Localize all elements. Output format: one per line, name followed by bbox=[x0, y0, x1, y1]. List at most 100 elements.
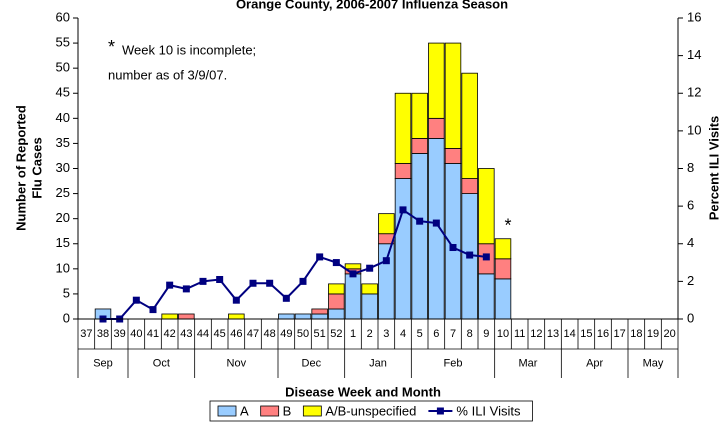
bar-annotation: * bbox=[504, 215, 511, 235]
x-tick-label: 11 bbox=[514, 328, 525, 340]
line-marker bbox=[449, 244, 457, 252]
bar bbox=[494, 258, 512, 280]
bar bbox=[294, 313, 312, 320]
y2-tick-label: 12 bbox=[687, 85, 701, 100]
bar bbox=[361, 283, 378, 295]
bar bbox=[378, 213, 395, 235]
y-tick-label: 35 bbox=[56, 135, 70, 150]
legend-box bbox=[209, 400, 533, 422]
x-tick-label: 5 bbox=[417, 328, 423, 340]
bar bbox=[328, 308, 345, 320]
group-label: Apr bbox=[586, 357, 603, 369]
x-axis-label: Disease Week and Month bbox=[285, 384, 441, 399]
bar bbox=[444, 148, 462, 164]
x-tick-label: 6 bbox=[433, 328, 439, 340]
x-tick-label: 14 bbox=[564, 328, 576, 340]
group-label: Nov bbox=[227, 357, 247, 369]
y2-axis-label: Percent ILI Visits bbox=[706, 116, 721, 221]
y-tick-label: 40 bbox=[56, 110, 70, 125]
x-tick-label: 38 bbox=[97, 328, 109, 340]
x-tick-label: 8 bbox=[467, 328, 473, 340]
y2-tick-label: 14 bbox=[687, 47, 701, 62]
bar bbox=[394, 92, 412, 164]
bar bbox=[394, 178, 412, 320]
x-tick-label: 9 bbox=[483, 328, 489, 340]
line-marker bbox=[249, 279, 257, 287]
legend-swatch bbox=[436, 407, 444, 415]
bar bbox=[161, 313, 178, 320]
x-tick-label: 42 bbox=[164, 328, 176, 340]
x-tick-label: 1 bbox=[350, 328, 356, 340]
y2-tick-label: 2 bbox=[687, 273, 694, 288]
bar bbox=[228, 313, 245, 320]
line-marker bbox=[399, 206, 407, 214]
line-marker bbox=[232, 296, 240, 304]
chart-title: Orange County, 2006-2007 Influenza Seaso… bbox=[236, 0, 508, 11]
bar bbox=[311, 308, 328, 315]
line-marker bbox=[216, 275, 224, 283]
line-marker bbox=[166, 281, 174, 289]
x-tick-label: 44 bbox=[197, 328, 209, 340]
y2-tick-label: 0 bbox=[687, 310, 694, 325]
x-tick-label: 3 bbox=[383, 328, 389, 340]
legend-label: A bbox=[240, 403, 249, 418]
legend-swatch bbox=[302, 405, 322, 417]
bar bbox=[461, 72, 478, 179]
x-tick-label: 46 bbox=[230, 328, 242, 340]
bar bbox=[428, 117, 445, 139]
bar bbox=[394, 163, 412, 179]
bar bbox=[428, 137, 445, 320]
line-marker bbox=[416, 217, 424, 225]
annotation-text: Week 10 is incomplete; bbox=[122, 42, 256, 57]
bar bbox=[494, 278, 512, 320]
x-tick-label: 16 bbox=[597, 328, 609, 340]
x-tick-label: 13 bbox=[547, 328, 559, 340]
x-tick-label: 48 bbox=[264, 328, 276, 340]
x-tick-label: 40 bbox=[130, 328, 142, 340]
group-label: Feb bbox=[444, 357, 463, 369]
y-tick-label: 5 bbox=[63, 285, 70, 300]
x-tick-label: 20 bbox=[664, 328, 676, 340]
x-tick-label: 17 bbox=[614, 328, 626, 340]
x-tick-label: 4 bbox=[400, 328, 406, 340]
bar bbox=[461, 178, 478, 194]
line-marker bbox=[149, 306, 157, 314]
x-tick-label: 39 bbox=[114, 328, 126, 340]
y-tick-label: 50 bbox=[56, 60, 70, 75]
line-marker bbox=[282, 294, 290, 302]
legend-label: B bbox=[283, 403, 292, 418]
bar bbox=[328, 293, 345, 310]
bar bbox=[178, 313, 195, 320]
group-label: May bbox=[643, 357, 664, 369]
x-tick-label: 12 bbox=[530, 328, 542, 340]
x-tick-label: 37 bbox=[80, 328, 92, 340]
y2-tick-label: 6 bbox=[687, 198, 694, 213]
bar bbox=[478, 273, 495, 320]
group-label: Mar bbox=[519, 357, 538, 369]
y-tick-label: 45 bbox=[56, 85, 70, 100]
y-tick-label: 15 bbox=[56, 235, 70, 250]
x-tick-label: 2 bbox=[367, 328, 373, 340]
x-tick-label: 43 bbox=[180, 328, 192, 340]
group-label: Dec bbox=[302, 357, 322, 369]
x-tick-label: 51 bbox=[314, 328, 326, 340]
line-marker bbox=[199, 277, 207, 285]
legend-swatch bbox=[217, 405, 237, 417]
line-marker bbox=[182, 285, 190, 293]
bar bbox=[311, 313, 328, 320]
bar bbox=[411, 137, 428, 154]
y2-tick-label: 4 bbox=[687, 235, 694, 250]
bar bbox=[428, 42, 445, 119]
bar bbox=[411, 92, 428, 139]
x-tick-label: 52 bbox=[330, 328, 342, 340]
y2-tick-label: 8 bbox=[687, 160, 694, 175]
y2-tick-label: 16 bbox=[687, 9, 701, 24]
y-tick-label: 10 bbox=[56, 260, 70, 275]
y-tick-label: 25 bbox=[56, 185, 70, 200]
y-tick-label: 55 bbox=[56, 35, 70, 50]
x-tick-label: 18 bbox=[630, 328, 642, 340]
line-marker bbox=[332, 259, 340, 267]
line-marker bbox=[266, 279, 274, 287]
legend-label: % ILI Visits bbox=[456, 403, 521, 418]
